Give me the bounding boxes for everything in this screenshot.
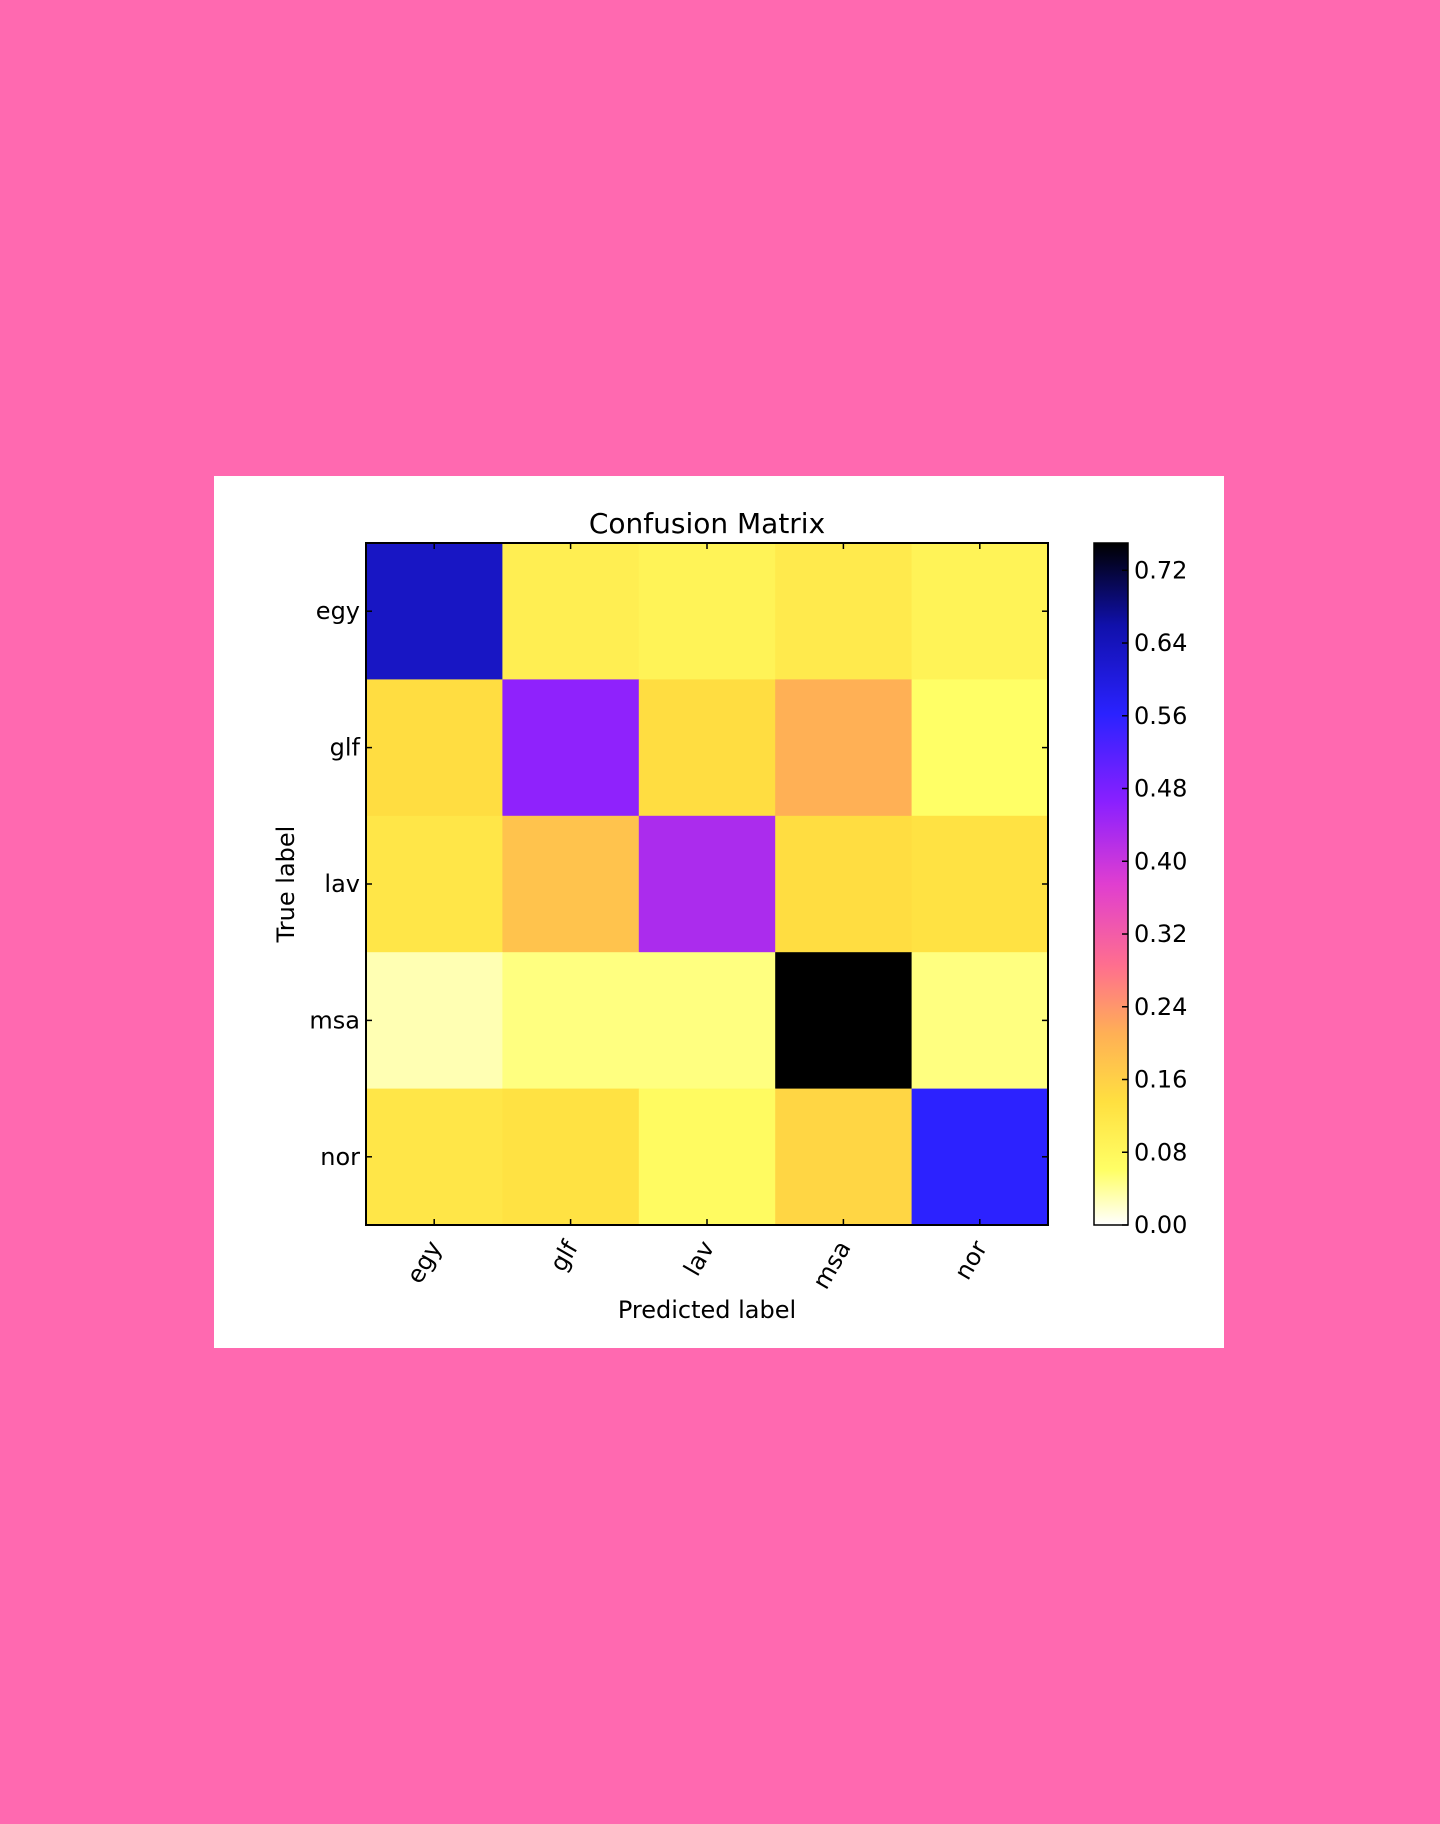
heatmap-cell-lav-glf [502, 815, 640, 953]
y-tick-label: egy [316, 597, 360, 625]
heatmap-cell-egy-nor [911, 543, 1049, 680]
heatmap-cell-msa-egy [366, 952, 503, 1090]
heatmap-cell-lav-msa [775, 815, 913, 953]
colorbar-tick-label: 0.72 [1134, 556, 1187, 584]
colorbar-tick-label: 0.24 [1134, 993, 1187, 1021]
heatmap-cell-msa-lav [638, 952, 776, 1090]
x-axis-label: Predicted label [618, 1296, 796, 1324]
heatmap-cell-msa-msa [775, 952, 913, 1090]
heatmap-cell-glf-msa [775, 679, 913, 817]
x-tick-label: nor [949, 1236, 993, 1285]
heatmap-cell-glf-nor [911, 679, 1049, 817]
heatmap-cell-egy-glf [502, 543, 640, 680]
colorbar-tick-label: 0.48 [1134, 775, 1187, 803]
colorbar-tick-label: 0.56 [1134, 702, 1187, 730]
colorbar [1093, 542, 1129, 1226]
y-tick-label: lav [324, 870, 360, 898]
colorbar-tick-label: 0.40 [1134, 847, 1187, 875]
x-tick-label: glf [544, 1236, 584, 1277]
heatmap-cell-lav-nor [911, 815, 1049, 953]
heatmap-cell-egy-egy [366, 543, 503, 680]
y-tick-label: glf [330, 734, 361, 762]
colorbar-tick-label: 0.64 [1134, 629, 1187, 657]
chart-figure: Confusion Matrix egy glf lav msa nor egy glf l… [214, 476, 1224, 1348]
heatmap-cell-glf-glf [502, 679, 640, 817]
colorbar-tick-label: 0.32 [1134, 920, 1187, 948]
y-axis-ticks: egy glf lav msa nor [309, 597, 1048, 1171]
x-tick-label: egy [401, 1236, 447, 1288]
colorbar-ticks: 0.00 0.08 0.16 0.24 0.32 0.40 0.48 0.56 0.64 0.72 [1122, 556, 1187, 1239]
x-tick-label: msa [807, 1236, 857, 1294]
heatmap-cell-nor-glf [502, 1088, 640, 1226]
heatmap-cell-nor-msa [775, 1088, 913, 1226]
heatmap-cell-lav-egy [366, 815, 503, 953]
colorbar-tick-label: 0.16 [1134, 1066, 1187, 1094]
heatmap-cell-nor-egy [366, 1088, 503, 1226]
heatmap-cell-nor-nor [911, 1088, 1049, 1226]
x-tick-label: lav [678, 1236, 720, 1281]
heatmap-cells [366, 543, 1049, 1226]
colorbar-tick-label: 0.00 [1134, 1211, 1187, 1239]
heatmap-cell-lav-lav [638, 815, 776, 953]
heatmap-cell-egy-lav [638, 543, 776, 680]
heatmap-cell-msa-glf [502, 952, 640, 1090]
chart-title: Confusion Matrix [589, 507, 825, 540]
confusion-matrix-chart: Confusion Matrix egy glf lav msa nor egy glf l… [272, 507, 1187, 1324]
heatmap-cell-glf-lav [638, 679, 776, 817]
y-tick-label: msa [309, 1006, 360, 1034]
heatmap-cell-msa-nor [911, 952, 1049, 1090]
y-tick-label: nor [320, 1143, 360, 1171]
y-axis-label: True label [272, 826, 300, 944]
heatmap-cell-nor-lav [638, 1088, 776, 1226]
colorbar-tick-label: 0.08 [1134, 1138, 1187, 1166]
heatmap-cell-glf-egy [366, 679, 503, 817]
heatmap-cell-egy-msa [775, 543, 913, 680]
